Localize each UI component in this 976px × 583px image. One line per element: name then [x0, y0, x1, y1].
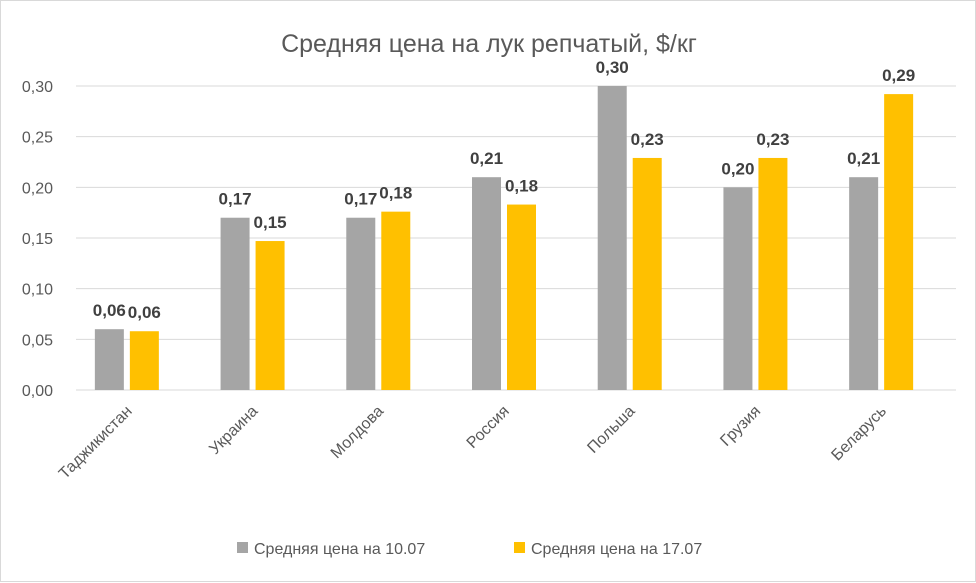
- legend-label: Средняя цена на 10.07: [254, 541, 425, 558]
- data-label: 0,06: [93, 301, 126, 320]
- y-tick-label: 0,00: [22, 383, 53, 400]
- category-label: Россия: [464, 403, 513, 452]
- bar: [632, 157, 662, 390]
- bar: [255, 241, 285, 390]
- bar: [346, 217, 376, 390]
- y-tick-label: 0,30: [22, 79, 53, 96]
- legend-swatch: [237, 542, 248, 553]
- data-label: 0,06: [128, 303, 161, 322]
- data-label: 0,15: [254, 213, 287, 232]
- data-label: 0,23: [631, 130, 664, 149]
- data-label: 0,23: [756, 130, 789, 149]
- bar: [94, 329, 124, 390]
- data-label: 0,17: [344, 190, 377, 209]
- data-label: 0,20: [721, 159, 754, 178]
- category-label: Польша: [584, 403, 638, 457]
- bar: [472, 177, 501, 390]
- category-label: Грузия: [717, 403, 764, 450]
- category-label: Украина: [206, 403, 261, 458]
- bar: [597, 86, 627, 390]
- category-label: Беларусь: [828, 403, 890, 465]
- data-label: 0,21: [470, 149, 503, 168]
- bar: [507, 204, 536, 390]
- y-tick-label: 0,25: [22, 130, 53, 147]
- y-tick-label: 0,20: [22, 180, 53, 197]
- data-label: 0,30: [596, 58, 629, 77]
- data-label: 0,17: [219, 190, 252, 209]
- bar: [849, 177, 879, 390]
- legend-swatch: [514, 542, 525, 553]
- data-label: 0,18: [505, 177, 538, 196]
- chart-title: Средняя цена на лук репчатый, $/кг: [281, 30, 697, 58]
- data-label: 0,21: [847, 149, 880, 168]
- bar: [129, 331, 159, 390]
- bar: [884, 94, 914, 391]
- y-tick-label: 0,15: [22, 231, 53, 248]
- category-label: Молдова: [328, 403, 387, 462]
- data-label: 0,18: [379, 184, 412, 203]
- bar: [723, 187, 753, 390]
- bar: [220, 217, 250, 390]
- data-label: 0,29: [882, 66, 915, 85]
- bar: [381, 211, 411, 390]
- y-tick-label: 0,10: [22, 282, 53, 299]
- bar: [758, 157, 788, 390]
- y-tick-label: 0,05: [22, 332, 53, 349]
- category-label: Таджикистан: [56, 403, 136, 483]
- legend-label: Средняя цена на 17.07: [531, 541, 702, 558]
